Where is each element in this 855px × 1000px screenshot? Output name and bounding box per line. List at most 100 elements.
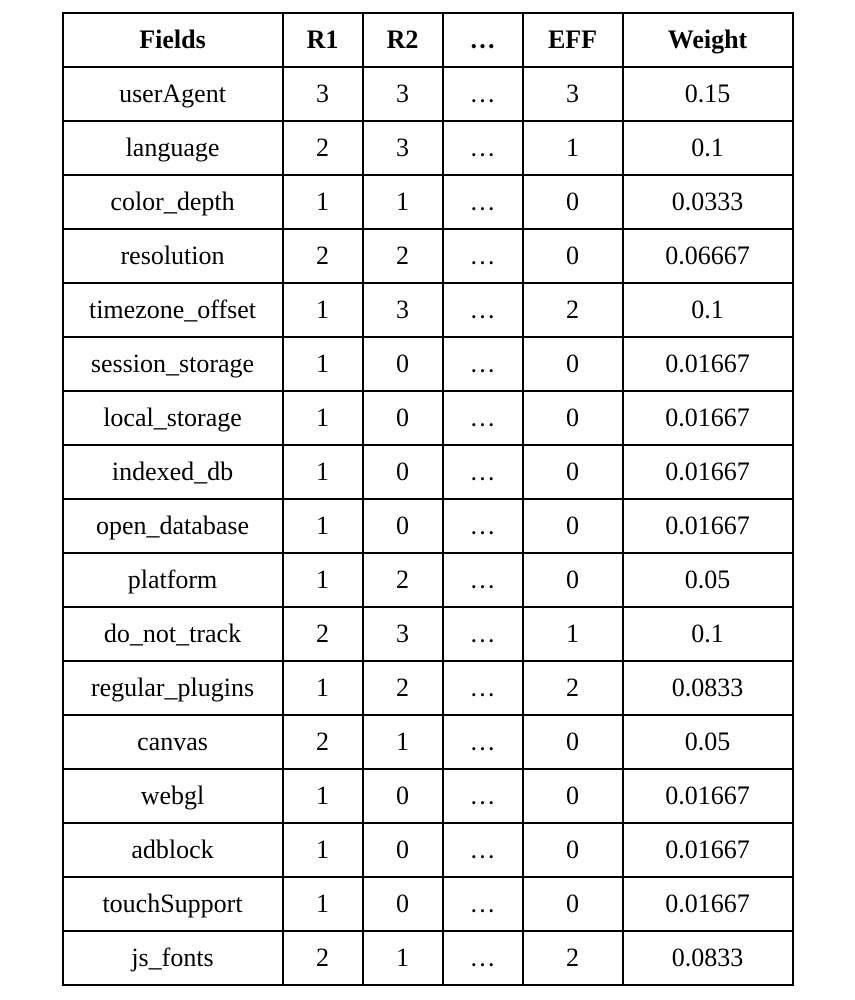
- cell-fields: adblock: [63, 823, 283, 877]
- cell-r2: 0: [363, 823, 443, 877]
- cell-r2: 2: [363, 553, 443, 607]
- cell-r2: 1: [363, 175, 443, 229]
- cell-r1: 1: [283, 499, 363, 553]
- cell-eff: 0: [523, 445, 623, 499]
- cell-eff: 0: [523, 499, 623, 553]
- cell-r1: 1: [283, 175, 363, 229]
- cell-fields: timezone_offset: [63, 283, 283, 337]
- table-header-row: Fields R1 R2 … EFF Weight: [63, 13, 793, 67]
- table-row: adblock10…00.01667: [63, 823, 793, 877]
- cell-fields: local_storage: [63, 391, 283, 445]
- table-row: userAgent33…30.15: [63, 67, 793, 121]
- cell-fields: indexed_db: [63, 445, 283, 499]
- cell-eff: 2: [523, 661, 623, 715]
- cell-eff: 0: [523, 229, 623, 283]
- table-row: resolution22…00.06667: [63, 229, 793, 283]
- cell-eff: 1: [523, 121, 623, 175]
- cell-r2: 2: [363, 229, 443, 283]
- cell-r1: 1: [283, 877, 363, 931]
- cell-r1: 1: [283, 823, 363, 877]
- cell-r1: 1: [283, 337, 363, 391]
- cell-r2: 1: [363, 931, 443, 985]
- table-row: canvas21…00.05: [63, 715, 793, 769]
- header-r2: R2: [363, 13, 443, 67]
- header-r1: R1: [283, 13, 363, 67]
- table-row: session_storage10…00.01667: [63, 337, 793, 391]
- table-row: touchSupport10…00.01667: [63, 877, 793, 931]
- table-row: webgl10…00.01667: [63, 769, 793, 823]
- cell-fields: session_storage: [63, 337, 283, 391]
- table-row: platform12…00.05: [63, 553, 793, 607]
- table-row: color_depth11…00.0333: [63, 175, 793, 229]
- cell-dots: …: [443, 391, 523, 445]
- cell-weight: 0.01667: [623, 769, 793, 823]
- cell-eff: 0: [523, 391, 623, 445]
- cell-weight: 0.01667: [623, 337, 793, 391]
- cell-r1: 2: [283, 229, 363, 283]
- table-body: userAgent33…30.15language23…10.1color_de…: [63, 67, 793, 985]
- cell-dots: …: [443, 769, 523, 823]
- cell-r2: 0: [363, 337, 443, 391]
- table-row: timezone_offset13…20.1: [63, 283, 793, 337]
- cell-weight: 0.1: [623, 607, 793, 661]
- table-row: indexed_db10…00.01667: [63, 445, 793, 499]
- cell-r2: 0: [363, 877, 443, 931]
- cell-weight: 0.01667: [623, 391, 793, 445]
- cell-weight: 0.15: [623, 67, 793, 121]
- cell-eff: 2: [523, 931, 623, 985]
- cell-r2: 0: [363, 391, 443, 445]
- cell-r1: 1: [283, 283, 363, 337]
- cell-weight: 0.0833: [623, 661, 793, 715]
- table-row: language23…10.1: [63, 121, 793, 175]
- cell-r1: 1: [283, 769, 363, 823]
- cell-r1: 2: [283, 121, 363, 175]
- cell-dots: …: [443, 823, 523, 877]
- cell-eff: 0: [523, 175, 623, 229]
- cell-eff: 2: [523, 283, 623, 337]
- cell-r2: 3: [363, 607, 443, 661]
- cell-fields: resolution: [63, 229, 283, 283]
- cell-r2: 3: [363, 121, 443, 175]
- cell-dots: …: [443, 175, 523, 229]
- cell-dots: …: [443, 499, 523, 553]
- cell-r1: 1: [283, 553, 363, 607]
- cell-eff: 0: [523, 823, 623, 877]
- cell-weight: 0.05: [623, 715, 793, 769]
- cell-r2: 3: [363, 283, 443, 337]
- cell-r2: 3: [363, 67, 443, 121]
- cell-dots: …: [443, 67, 523, 121]
- cell-r1: 3: [283, 67, 363, 121]
- cell-fields: userAgent: [63, 67, 283, 121]
- cell-dots: …: [443, 283, 523, 337]
- cell-fields: platform: [63, 553, 283, 607]
- cell-fields: regular_plugins: [63, 661, 283, 715]
- cell-r2: 0: [363, 769, 443, 823]
- cell-weight: 0.1: [623, 121, 793, 175]
- header-weight: Weight: [623, 13, 793, 67]
- cell-r1: 2: [283, 607, 363, 661]
- table-row: js_fonts21…20.0833: [63, 931, 793, 985]
- cell-dots: …: [443, 715, 523, 769]
- cell-r2: 1: [363, 715, 443, 769]
- cell-r1: 1: [283, 391, 363, 445]
- cell-dots: …: [443, 229, 523, 283]
- cell-eff: 0: [523, 553, 623, 607]
- cell-r1: 1: [283, 445, 363, 499]
- cell-weight: 0.05: [623, 553, 793, 607]
- cell-dots: …: [443, 607, 523, 661]
- cell-weight: 0.1: [623, 283, 793, 337]
- weights-table: Fields R1 R2 … EFF Weight userAgent33…30…: [62, 12, 794, 986]
- header-dots: …: [443, 13, 523, 67]
- cell-fields: color_depth: [63, 175, 283, 229]
- cell-eff: 0: [523, 715, 623, 769]
- cell-eff: 0: [523, 877, 623, 931]
- cell-weight: 0.01667: [623, 499, 793, 553]
- cell-r2: 2: [363, 661, 443, 715]
- header-eff: EFF: [523, 13, 623, 67]
- table-row: regular_plugins12…20.0833: [63, 661, 793, 715]
- cell-dots: …: [443, 661, 523, 715]
- cell-fields: js_fonts: [63, 931, 283, 985]
- cell-fields: do_not_track: [63, 607, 283, 661]
- cell-dots: …: [443, 121, 523, 175]
- cell-fields: language: [63, 121, 283, 175]
